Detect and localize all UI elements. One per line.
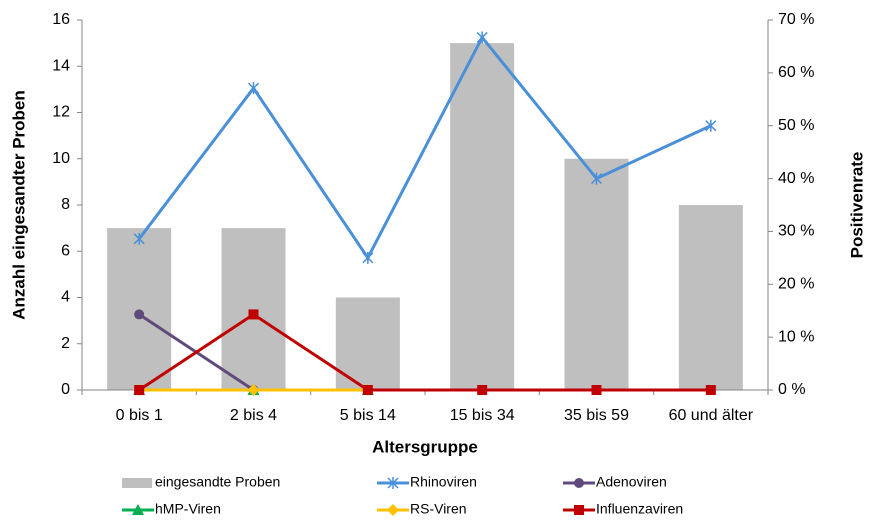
marker [705,385,716,395]
marker [247,384,260,396]
x-tick-label: 2 bis 4 [230,407,277,424]
marker [476,31,488,44]
y-tick-label: 0 [61,381,70,398]
marker [387,504,399,516]
y-tick-label: 6 [61,242,70,259]
y-axis-title: Anzahl eingesandter Proben [9,90,28,320]
legend-item: Influenzaviren [563,501,683,517]
marker [477,385,488,395]
bar [221,228,286,390]
legend-item: RS-Viren [377,501,467,517]
marker [134,385,145,395]
y2-axis-title: Positivenrate [847,152,866,259]
bar [107,228,172,390]
legend-item: Rhinoviren [377,474,477,490]
x-tick-label: 60 und älter [669,407,754,424]
legend-swatch [122,478,152,488]
legend-label: Rhinoviren [410,474,477,490]
y-tick-label: 14 [52,57,70,74]
marker [247,82,260,95]
marker [387,477,399,489]
y-tick-label: 10 [52,150,70,167]
marker [574,478,584,488]
y2-tick-label: 20 % [778,276,814,293]
marker [134,309,145,320]
y2-tick-label: 40 % [778,170,814,187]
marker [705,119,717,132]
marker [362,385,373,395]
legend-label: hMP-Viren [155,501,221,517]
marker [590,172,603,185]
y-tick-label: 12 [52,104,70,121]
legend-label: Influenzaviren [596,501,683,517]
x-axis-title: Altersgruppe [372,437,478,456]
marker [248,309,259,320]
legend-item: hMP-Viren [122,501,221,517]
legend-label: eingesandte Proben [155,474,280,490]
series-line [138,312,711,392]
bar [678,205,743,390]
legend-label: Adenoviren [596,474,667,490]
y-tick-label: 16 [52,11,70,28]
y2-tick-label: 50 % [778,117,814,134]
series-line [137,34,712,261]
marker [362,251,374,264]
bar [564,158,629,390]
y2-tick-label: 70 % [778,11,814,28]
y-tick-label: 2 [61,335,70,352]
marker [574,505,584,515]
x-tick-label: 15 bis 34 [450,407,515,424]
x-tick-label: 0 bis 1 [116,407,163,424]
y2-tick-label: 30 % [778,223,814,240]
marker [133,232,145,245]
x-tick-label: 35 bis 59 [564,407,629,424]
marker [132,504,144,515]
y2-tick-label: 10 % [778,328,814,345]
legend-label: RS-Viren [410,501,467,517]
y2-tick-label: 0 % [778,381,806,398]
y-tick-label: 8 [61,196,70,213]
marker [591,385,602,395]
bar [450,43,515,390]
y2-tick-label: 60 % [778,64,814,81]
legend-item: Adenoviren [563,474,667,490]
legend-item: eingesandte Proben [122,474,280,490]
x-tick-label: 5 bis 14 [340,407,396,424]
y-tick-label: 4 [61,289,70,306]
